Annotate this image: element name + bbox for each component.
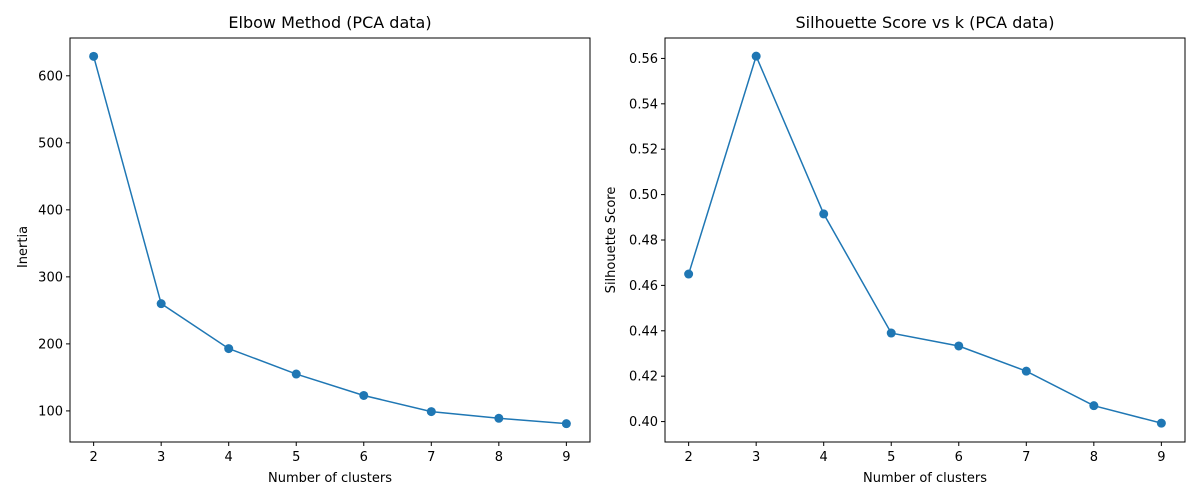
x-tick-label: 4 (225, 450, 233, 465)
data-point (359, 390, 369, 400)
x-tick-label: 9 (562, 450, 570, 465)
series-line (92, 56, 567, 425)
data-point (751, 51, 761, 61)
y-tick-label: 0.40 (629, 415, 658, 430)
x-tick-label: 3 (157, 450, 165, 465)
y-tick-label: 0.46 (629, 279, 658, 294)
data-point (886, 328, 896, 338)
data-point (426, 407, 436, 417)
y-tick-label: 0.52 (629, 143, 658, 158)
elbow-chart: Elbow Method (PCA data) Number of cluste… (16, 13, 591, 486)
x-tick-label: 5 (292, 450, 300, 465)
y-tick-label: 0.44 (629, 324, 658, 339)
y-tick-label: 100 (38, 404, 63, 419)
data-point (494, 413, 504, 423)
data-point (684, 269, 694, 279)
x-tick-label: 2 (684, 450, 692, 465)
data-point (1021, 366, 1031, 376)
x-tick-label: 8 (495, 450, 503, 465)
x-tick-label: 5 (887, 450, 895, 465)
y-axis-label: Silhouette Score (604, 187, 619, 294)
data-point (89, 51, 99, 61)
chart-title: Elbow Method (PCA data) (228, 13, 431, 32)
y-axis-label: Inertia (16, 226, 31, 268)
data-point (819, 209, 829, 219)
silhouette-chart: Silhouette Score vs k (PCA data) Number … (604, 13, 1186, 486)
y-tick-label: 500 (38, 136, 63, 151)
y-tick-label: 200 (38, 337, 63, 352)
y-tick-label: 0.42 (629, 370, 658, 385)
x-tick-label: 2 (89, 450, 97, 465)
x-tick-label: 3 (752, 450, 760, 465)
data-point (1156, 418, 1166, 428)
y-tick-label: 300 (38, 270, 63, 285)
y-tick-label: 0.54 (629, 97, 658, 112)
data-point (561, 419, 571, 429)
data-point (224, 344, 234, 354)
y-tick-label: 600 (38, 69, 63, 84)
x-tick-label: 8 (1090, 450, 1098, 465)
chart-title: Silhouette Score vs k (PCA data) (796, 13, 1055, 32)
series-line (687, 53, 1162, 424)
y-tick-label: 0.48 (629, 234, 658, 249)
x-tick-label: 6 (955, 450, 963, 465)
y-tick-label: 0.50 (629, 188, 658, 203)
y-tick-label: 0.56 (629, 52, 658, 67)
data-point (156, 299, 166, 309)
x-tick-label: 4 (820, 450, 828, 465)
x-axis-label: Number of clusters (268, 471, 392, 486)
data-point (954, 341, 964, 351)
x-tick-label: 6 (360, 450, 368, 465)
data-point (1089, 401, 1099, 411)
x-axis-label: Number of clusters (863, 471, 987, 486)
x-tick-label: 7 (427, 450, 435, 465)
x-tick-label: 9 (1157, 450, 1165, 465)
y-tick-label: 400 (38, 203, 63, 218)
plot-area (69, 37, 591, 443)
data-point (291, 369, 301, 379)
x-tick-label: 7 (1022, 450, 1030, 465)
